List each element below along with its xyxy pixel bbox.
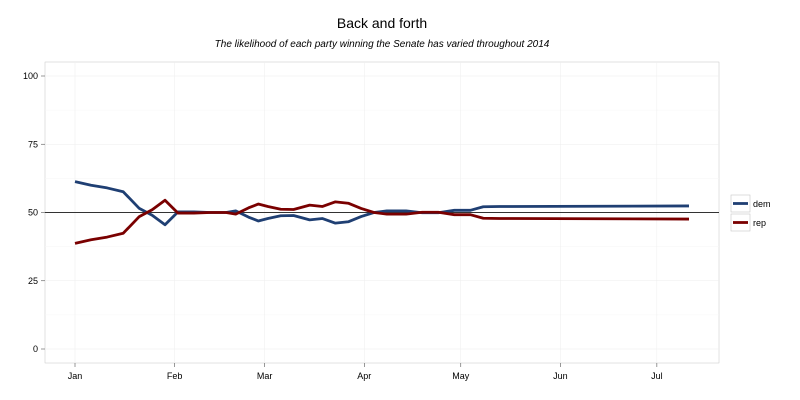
x-tick-label: Jul xyxy=(651,371,663,381)
series-line-rep xyxy=(74,198,690,245)
y-tick-label: 50 xyxy=(28,208,38,218)
y-tick-label: 0 xyxy=(33,344,38,354)
x-tick-label: Feb xyxy=(167,371,183,381)
y-axis: 0 25 50 75 100 xyxy=(23,71,45,354)
x-tick-label: May xyxy=(452,371,470,381)
legend-label-rep: rep xyxy=(753,218,766,228)
x-tick-label: Jun xyxy=(553,371,568,381)
x-axis: Jan Feb Mar Apr May Jun Jul xyxy=(68,363,663,381)
chart-subtitle: The likelihood of each party winning the… xyxy=(215,39,550,50)
x-tick-label: Mar xyxy=(257,371,273,381)
legend: dem rep xyxy=(730,194,771,232)
x-tick-label: Apr xyxy=(357,371,371,381)
x-tick-label: Jan xyxy=(68,371,83,381)
series-layer xyxy=(74,180,690,245)
y-tick-label: 75 xyxy=(28,139,38,149)
chart-title: Back and forth xyxy=(337,15,427,31)
series-line-dem xyxy=(74,180,690,227)
y-tick-label: 25 xyxy=(28,276,38,286)
legend-label-dem: dem xyxy=(753,199,771,209)
y-tick-label: 100 xyxy=(23,71,38,81)
